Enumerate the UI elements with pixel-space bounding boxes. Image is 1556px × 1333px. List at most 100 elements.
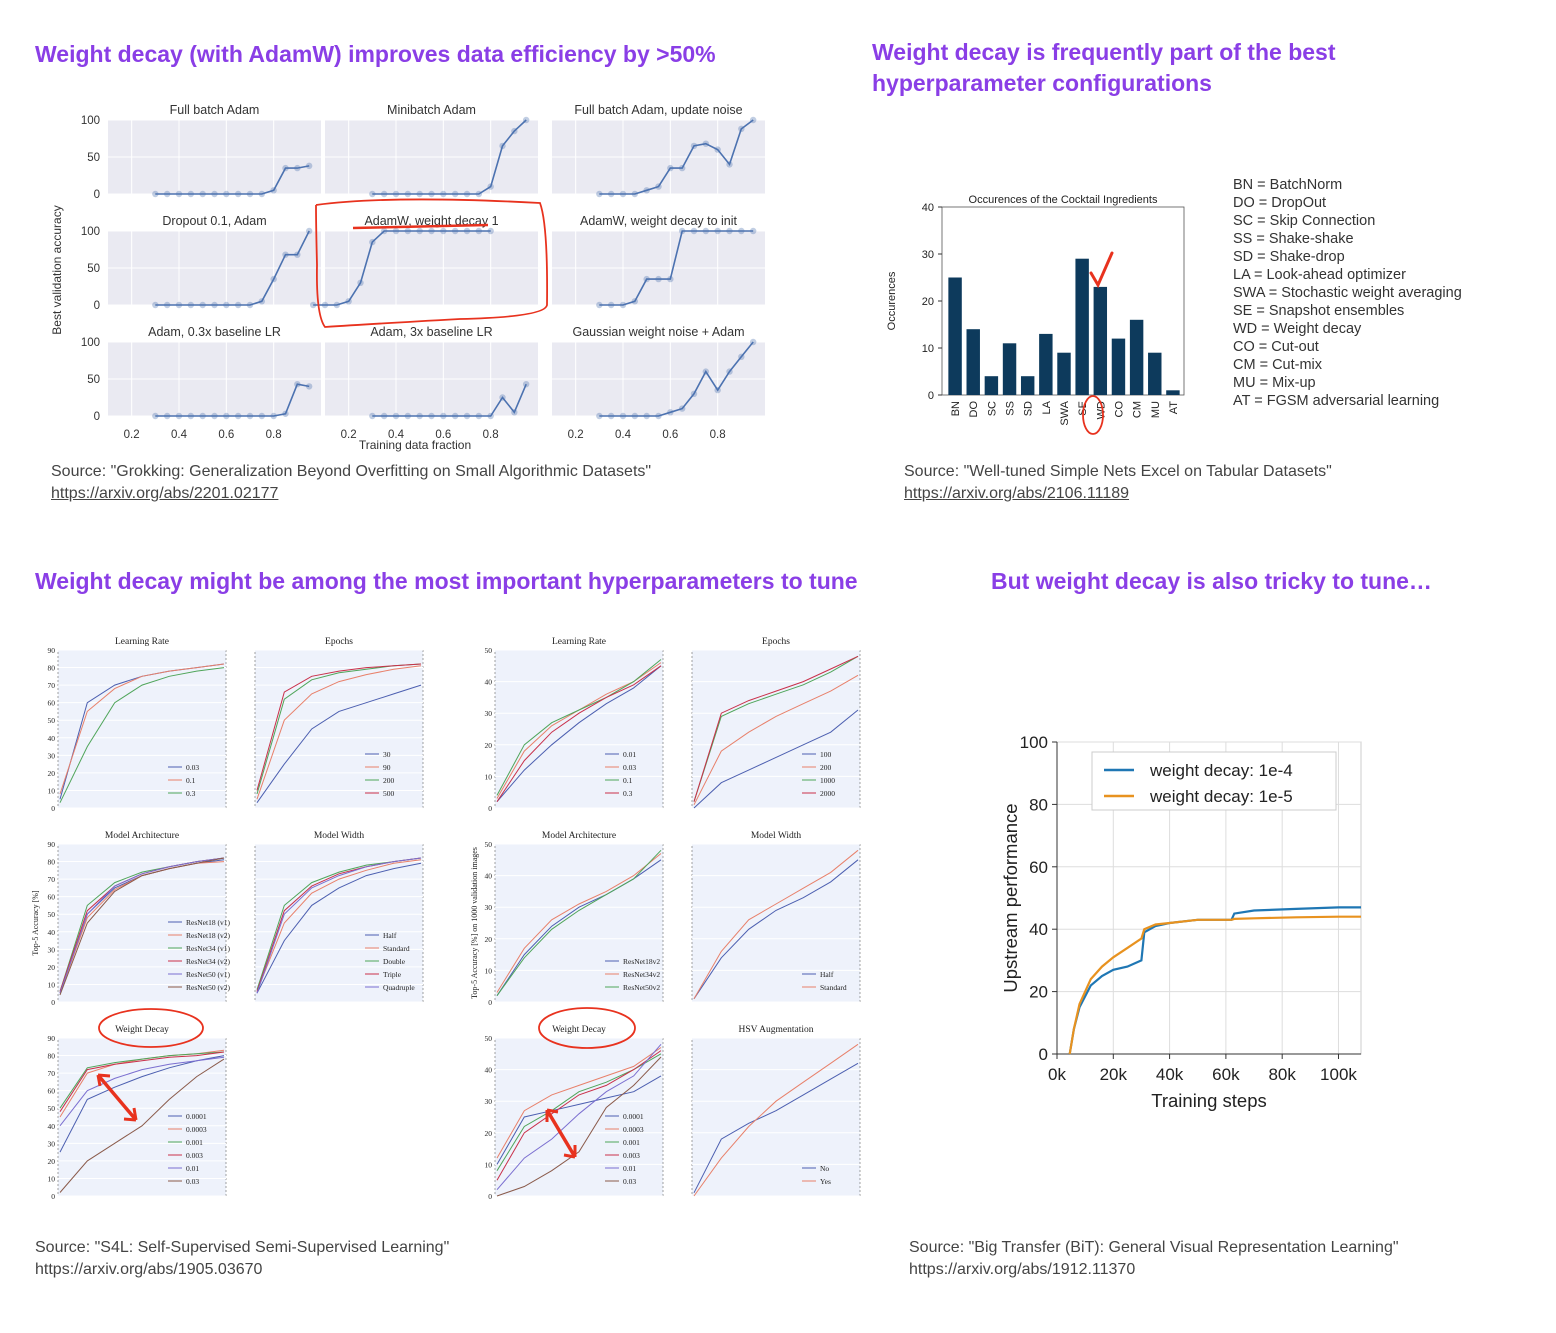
- series-line: [599, 230, 754, 306]
- x-tick-label: SS: [1005, 401, 1017, 416]
- legend-label: Yes: [820, 1177, 831, 1186]
- legend-label: weight decay: 1e-4: [1149, 761, 1293, 780]
- legend-label: 0.01: [623, 1164, 636, 1173]
- abbr-item: SC = Skip Connection: [1233, 213, 1376, 229]
- abbr-item: CO = Cut-out: [1233, 339, 1319, 355]
- y-tick-label: 50: [48, 716, 56, 725]
- x-tick-label: 0.6: [662, 429, 678, 441]
- y-tick-label: 20: [48, 769, 56, 778]
- y-tick-label: 40: [48, 734, 56, 743]
- panel-title: Epochs: [325, 637, 353, 647]
- annotation-circle: [538, 1007, 636, 1049]
- bar-la: [1039, 333, 1053, 395]
- y-tick-label: 60: [48, 893, 56, 902]
- series-line: [256, 663, 422, 791]
- legend-label: 0.03: [186, 1177, 199, 1186]
- panel-title: Dropout 0.1, Adam: [162, 214, 266, 228]
- annotation-underline: [352, 223, 489, 230]
- series-line: [496, 1050, 662, 1181]
- series-line: [693, 849, 859, 1000]
- bar-co: [1111, 338, 1126, 395]
- cocktail-abbreviation-list: BN = BatchNorm DO = DropOut SC = Skip Co…: [1233, 176, 1462, 410]
- y-tick-label: 80: [48, 858, 56, 867]
- abbr-item: SS = Shake-shake: [1233, 231, 1354, 247]
- y-axis-label: Top-5 Accuracy [%] on 1000 validation im…: [470, 847, 479, 999]
- source-bit-title: Source: "Big Transfer (BiT): General Vis…: [909, 1239, 1399, 1256]
- panel-background: [57, 843, 227, 1003]
- source-bit-link[interactable]: https://arxiv.org/abs/1912.11370: [909, 1261, 1136, 1278]
- heading-s4l: Weight decay might be among the most imp…: [35, 568, 858, 594]
- series-line: [496, 1056, 662, 1197]
- y-tick-label: 70: [48, 681, 56, 690]
- annotation-check: [1089, 251, 1114, 289]
- y-tick-label: 10: [485, 1160, 493, 1169]
- x-tick-label: 0.4: [388, 429, 405, 441]
- y-tick-label: 0: [94, 411, 100, 423]
- source-tabular: Source: "Well-tuned Simple Nets Excel on…: [904, 461, 1332, 505]
- panel-title: Learning Rate: [552, 637, 606, 647]
- y-tick-label: 20: [1029, 983, 1048, 1002]
- y-tick-label: 40: [1029, 920, 1048, 939]
- panel-title: Learning Rate: [115, 637, 169, 647]
- x-tick-label: 0.8: [483, 429, 499, 441]
- legend-label: 0.3: [186, 789, 196, 798]
- panel-title: Full batch Adam: [170, 103, 260, 117]
- source-grokking: Source: "Grokking: Generalization Beyond…: [51, 461, 651, 505]
- source-tabular-link[interactable]: https://arxiv.org/abs/2106.11189: [904, 485, 1130, 502]
- x-tick-label: 0k: [1048, 1065, 1066, 1084]
- abbr-item: AT = FGSM adversarial learning: [1233, 393, 1440, 409]
- series-line: [496, 1047, 662, 1159]
- source-grokking-link[interactable]: https://arxiv.org/abs/2201.02177: [51, 485, 279, 502]
- panel-background: [57, 649, 227, 809]
- series-line: [155, 165, 310, 195]
- series-line: [496, 853, 662, 993]
- legend-label: 0.001: [623, 1138, 640, 1147]
- y-tick-label: 50: [87, 263, 100, 275]
- y-tick-label: 90: [48, 840, 56, 849]
- series-line: [693, 655, 859, 802]
- x-tick-label: 80k: [1268, 1065, 1296, 1084]
- y-tick-label: 0: [51, 804, 55, 813]
- abbr-item: LA = Look-ahead optimizer: [1233, 267, 1406, 283]
- grokking-chart: Full batch Adam 0 50 100 Minibatch Adam Full …: [50, 103, 765, 452]
- series-line: [155, 383, 310, 417]
- panel-title: Minibatch Adam: [387, 103, 476, 117]
- bar-swa: [1057, 352, 1071, 395]
- bar-bn: [948, 277, 962, 395]
- y-tick-label: 50: [485, 1034, 493, 1043]
- y-axis-label: Upstream performance: [1000, 803, 1021, 992]
- source-s4l-link[interactable]: https://arxiv.org/abs/1905.03670: [35, 1261, 263, 1278]
- y-tick-label: 60: [48, 1087, 56, 1096]
- series-line: [693, 674, 859, 806]
- legend-label: 30: [383, 750, 391, 759]
- x-tick-label: SC: [986, 401, 998, 416]
- source-tabular-title: Source: "Well-tuned Simple Nets Excel on…: [904, 463, 1332, 480]
- series-line: [496, 849, 662, 996]
- annotation-arrow: [545, 1109, 577, 1158]
- y-tick-label: 60: [48, 699, 56, 708]
- legend-label: 0.003: [186, 1151, 203, 1160]
- y-tick-label: 70: [48, 875, 56, 884]
- series-line: [693, 1062, 859, 1194]
- data-point: [522, 380, 530, 388]
- bar-mu: [1148, 352, 1162, 395]
- y-tick-label: 50: [87, 374, 100, 386]
- legend-label: 0.03: [623, 1177, 636, 1186]
- y-tick-label: 60: [1029, 858, 1048, 877]
- y-tick-label: 20: [485, 741, 493, 750]
- x-tick-label: CO: [1113, 401, 1125, 418]
- series-line: [599, 119, 754, 195]
- x-tick-label: 0.2: [568, 429, 584, 441]
- x-tick-label: AT: [1168, 401, 1180, 415]
- y-tick-label: 50: [485, 646, 493, 655]
- bar-se: [1075, 258, 1089, 395]
- x-tick-label: WD: [1095, 401, 1107, 419]
- y-tick-label: 0: [94, 300, 100, 312]
- legend-label: weight decay: 1e-5: [1149, 787, 1293, 806]
- y-tick-label: 30: [922, 249, 934, 261]
- y-tick-label: 0: [488, 998, 492, 1007]
- y-tick-label: 30: [48, 751, 56, 760]
- panel-title: Weight Decay: [552, 1025, 606, 1035]
- bit-line-chart: 0 20 40 60 80 100 0k 20k 40k 60k 80k 100k Training s…: [1000, 733, 1362, 1111]
- y-tick-label: 0: [51, 1192, 55, 1201]
